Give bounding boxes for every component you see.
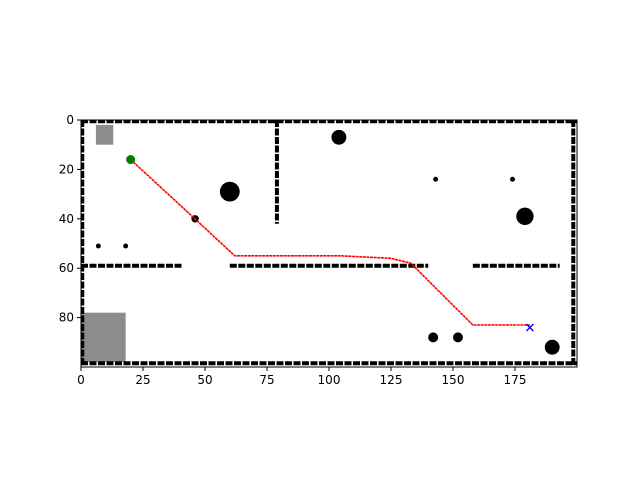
obstacle (95, 243, 101, 249)
y-tick-label: 60 (59, 261, 74, 275)
x-tick-label: 150 (442, 373, 465, 387)
x-tick-label: 75 (259, 373, 274, 387)
obstacle (544, 339, 560, 355)
obstacle (123, 243, 129, 249)
occupancy-grid (81, 120, 577, 367)
y-tick-label: 80 (59, 311, 74, 325)
x-tick-label: 175 (504, 373, 527, 387)
goal-marker-stroke (525, 323, 534, 332)
obstacle (510, 176, 515, 182)
obstacle (428, 332, 439, 343)
path-markers (126, 155, 534, 332)
x-axis: 0 25 50 75 100 125 150 175 (77, 367, 526, 387)
x-tick-label: 0 (77, 373, 85, 387)
x-tick-label: 25 (135, 373, 150, 387)
y-tick-label: 40 (59, 212, 74, 226)
planned-path (130, 158, 530, 326)
obstacle (433, 176, 439, 182)
y-axis: 0 20 40 60 80 (59, 113, 81, 325)
obstacle (219, 181, 240, 202)
x-tick-label: 100 (318, 373, 341, 387)
x-tick-label: 125 (380, 373, 403, 387)
obstacle (516, 207, 534, 226)
y-tick-label: 20 (59, 162, 74, 176)
unknown-region (81, 312, 126, 363)
obstacle (331, 129, 347, 145)
x-tick-label: 50 (197, 373, 212, 387)
free-space (81, 120, 577, 367)
obstacle (453, 332, 463, 343)
path-line (130, 158, 530, 326)
unknown-region (95, 124, 114, 145)
y-tick-label: 0 (66, 113, 74, 127)
start-marker (126, 155, 136, 165)
goal-marker (525, 323, 534, 332)
